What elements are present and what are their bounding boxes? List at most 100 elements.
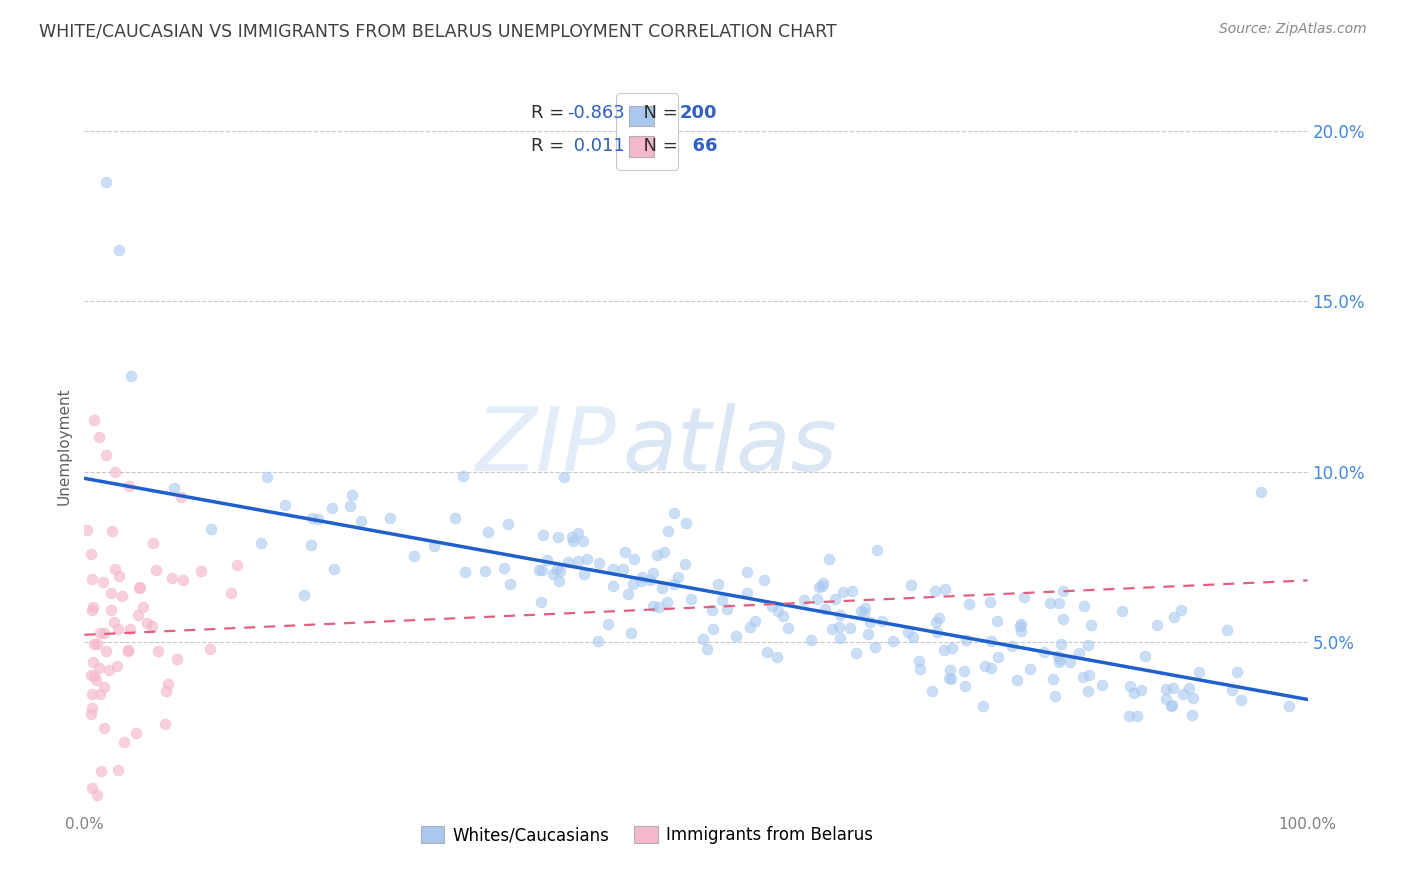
Point — [756, 645, 779, 659]
Point — [621, 577, 644, 591]
Point — [673, 558, 696, 572]
Point — [89, 687, 111, 701]
Text: ZIP: ZIP — [475, 403, 616, 489]
Point — [953, 680, 976, 694]
Point — [80, 572, 103, 586]
Point — [630, 574, 652, 588]
Point — [772, 609, 794, 624]
Point — [530, 563, 553, 577]
Point — [127, 608, 149, 623]
Point — [856, 626, 879, 640]
Point — [529, 595, 551, 609]
Text: R =: R = — [531, 137, 569, 155]
Point — [986, 614, 1008, 628]
Point — [342, 488, 364, 502]
Point — [761, 599, 783, 614]
Point — [821, 623, 844, 637]
Point — [104, 465, 127, 479]
Point — [80, 780, 103, 795]
Point — [323, 562, 346, 576]
Point — [641, 599, 664, 613]
Point — [1133, 648, 1156, 663]
Point — [596, 617, 619, 632]
Point — [477, 525, 499, 540]
Point — [1080, 617, 1102, 632]
Point — [859, 615, 882, 630]
Point — [198, 641, 221, 656]
Point — [378, 511, 401, 525]
Point — [561, 530, 583, 544]
Point — [125, 725, 148, 739]
Point — [499, 577, 522, 591]
Point — [1173, 687, 1195, 701]
Point — [200, 522, 222, 536]
Point — [612, 562, 634, 576]
Point — [141, 619, 163, 633]
Point — [1181, 691, 1204, 706]
Point — [1250, 484, 1272, 499]
Point — [112, 734, 135, 748]
Point — [1161, 681, 1184, 695]
Point — [811, 579, 834, 593]
Point — [1181, 708, 1204, 723]
Point — [744, 615, 766, 629]
Point — [980, 634, 1002, 648]
Point — [972, 699, 994, 714]
Point — [292, 588, 315, 602]
Point — [616, 587, 638, 601]
Point — [86, 788, 108, 802]
Y-axis label: Unemployment: Unemployment — [56, 387, 72, 505]
Point — [120, 622, 142, 636]
Point — [1170, 603, 1192, 617]
Point — [83, 637, 105, 651]
Point — [103, 615, 125, 629]
Point — [855, 600, 877, 615]
Point — [849, 604, 872, 618]
Point — [630, 570, 652, 584]
Point — [1077, 683, 1099, 698]
Point — [166, 652, 188, 666]
Point — [575, 552, 598, 566]
Point — [87, 430, 110, 444]
Point — [645, 548, 668, 562]
Point — [725, 629, 748, 643]
Point — [1067, 646, 1090, 660]
Point — [1111, 604, 1133, 618]
Point — [1052, 584, 1074, 599]
Point — [852, 606, 875, 620]
Point — [128, 580, 150, 594]
Point — [1010, 617, 1032, 632]
Text: N =: N = — [633, 104, 683, 122]
Point — [117, 644, 139, 658]
Point — [938, 671, 960, 685]
Point — [1163, 609, 1185, 624]
Point — [100, 524, 122, 538]
Point — [921, 683, 943, 698]
Point — [657, 524, 679, 538]
Point — [793, 593, 815, 607]
Point — [155, 717, 177, 731]
Point — [1073, 599, 1095, 613]
Point — [93, 680, 115, 694]
Point — [806, 592, 828, 607]
Point — [1160, 699, 1182, 714]
Point — [1052, 612, 1074, 626]
Point — [547, 530, 569, 544]
Point — [1071, 670, 1094, 684]
Point — [93, 721, 115, 735]
Point — [1277, 699, 1299, 714]
Point — [548, 574, 571, 588]
Point — [128, 581, 150, 595]
Point — [94, 644, 117, 658]
Point — [925, 615, 948, 629]
Point — [172, 573, 194, 587]
Point — [620, 626, 643, 640]
Text: N =: N = — [633, 137, 683, 155]
Point — [170, 490, 193, 504]
Point — [1226, 665, 1249, 680]
Point — [79, 548, 101, 562]
Point — [83, 413, 105, 427]
Point — [1039, 596, 1062, 610]
Point — [76, 523, 98, 537]
Point — [299, 538, 322, 552]
